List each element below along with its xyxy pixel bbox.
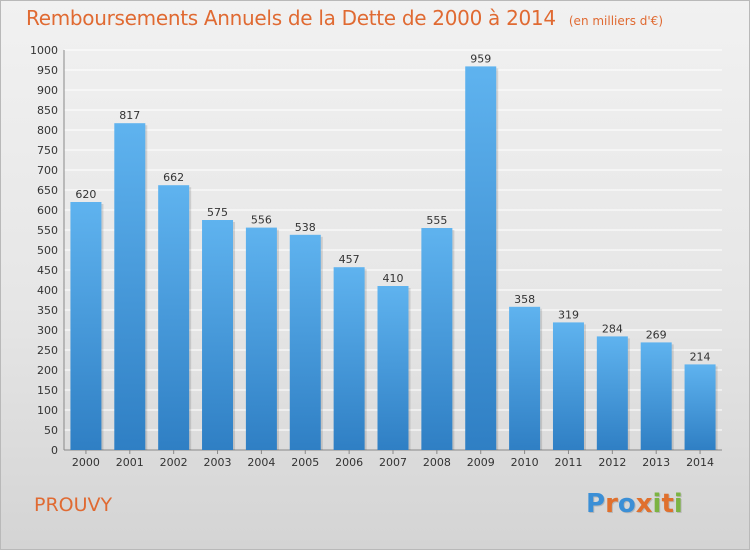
bar-value-label: 555 (426, 214, 447, 227)
bar (552, 322, 584, 450)
bar-value-label: 284 (602, 322, 623, 335)
bar (114, 123, 146, 450)
logo-letter: i (652, 489, 662, 519)
bar-value-label: 556 (251, 214, 272, 227)
bar (70, 202, 102, 450)
x-tick-label: 2005 (291, 456, 319, 469)
bar-value-label: 959 (470, 52, 491, 65)
logo-letter: i (673, 489, 683, 519)
bar (245, 227, 277, 450)
bar (465, 66, 497, 451)
x-tick-label: 2007 (379, 456, 407, 469)
bar (509, 306, 541, 450)
bar-value-label: 269 (646, 328, 667, 341)
bar-value-label: 620 (75, 188, 96, 201)
y-tick-label: 300 (37, 324, 58, 337)
bar-value-label: 575 (207, 206, 228, 219)
x-tick-label: 2004 (247, 456, 275, 469)
bar-value-label: 662 (163, 171, 184, 184)
bar-value-label: 817 (119, 109, 140, 122)
y-tick-label: 100 (37, 404, 58, 417)
logo-letter: t (661, 489, 674, 519)
y-tick-label: 500 (37, 244, 58, 257)
y-tick-label: 1000 (30, 44, 58, 57)
y-tick-label: 250 (37, 344, 58, 357)
logo-letter: r (605, 489, 618, 519)
y-tick-label: 0 (51, 444, 58, 457)
bar-value-label: 358 (514, 293, 535, 306)
bar-value-label: 214 (690, 350, 711, 363)
chart-title: Remboursements Annuels de la Dette de 20… (26, 6, 556, 30)
y-tick-label: 900 (37, 84, 58, 97)
x-tick-label: 2012 (598, 456, 626, 469)
x-tick-label: 2010 (511, 456, 539, 469)
chart-subtitle: (en milliers d'€) (568, 14, 663, 28)
y-tick-label: 950 (37, 64, 58, 77)
y-tick-label: 200 (37, 364, 58, 377)
logo-letter: o (617, 489, 636, 519)
y-tick-label: 700 (37, 164, 58, 177)
bar-value-label: 319 (558, 308, 579, 321)
place-name: PROUVY (34, 494, 113, 516)
bar-value-label: 457 (339, 253, 360, 266)
y-tick-label: 350 (37, 304, 58, 317)
x-tick-label: 2006 (335, 456, 363, 469)
y-tick-label: 650 (37, 184, 58, 197)
x-tick-label: 2014 (686, 456, 714, 469)
bar-value-label: 410 (383, 272, 404, 285)
x-tick-label: 2013 (642, 456, 670, 469)
logo-letter: x (635, 489, 653, 519)
bar-value-label: 538 (295, 221, 316, 234)
bar (640, 342, 672, 450)
bar (596, 336, 628, 450)
x-tick-label: 2001 (116, 456, 144, 469)
x-tick-label: 2009 (467, 456, 495, 469)
x-tick-label: 2011 (554, 456, 582, 469)
y-tick-label: 50 (44, 424, 58, 437)
bar (377, 286, 409, 450)
bar (333, 267, 365, 450)
x-tick-label: 2003 (204, 456, 232, 469)
proxiti-logo: Proxiti (586, 489, 683, 519)
y-tick-label: 600 (37, 204, 58, 217)
y-tick-label: 450 (37, 264, 58, 277)
y-tick-label: 150 (37, 384, 58, 397)
bar (684, 364, 716, 450)
chart-title-row: Remboursements Annuels de la Dette de 20… (26, 6, 663, 30)
logo-letter: P (586, 489, 606, 519)
y-tick-label: 850 (37, 104, 58, 117)
bar (158, 185, 190, 450)
bar (289, 234, 321, 450)
x-tick-label: 2008 (423, 456, 451, 469)
y-tick-label: 550 (37, 224, 58, 237)
bar (421, 228, 453, 450)
y-tick-label: 750 (37, 144, 58, 157)
x-tick-label: 2000 (72, 456, 100, 469)
y-tick-label: 800 (37, 124, 58, 137)
y-tick-label: 400 (37, 284, 58, 297)
bar (202, 220, 234, 450)
x-tick-label: 2002 (160, 456, 188, 469)
